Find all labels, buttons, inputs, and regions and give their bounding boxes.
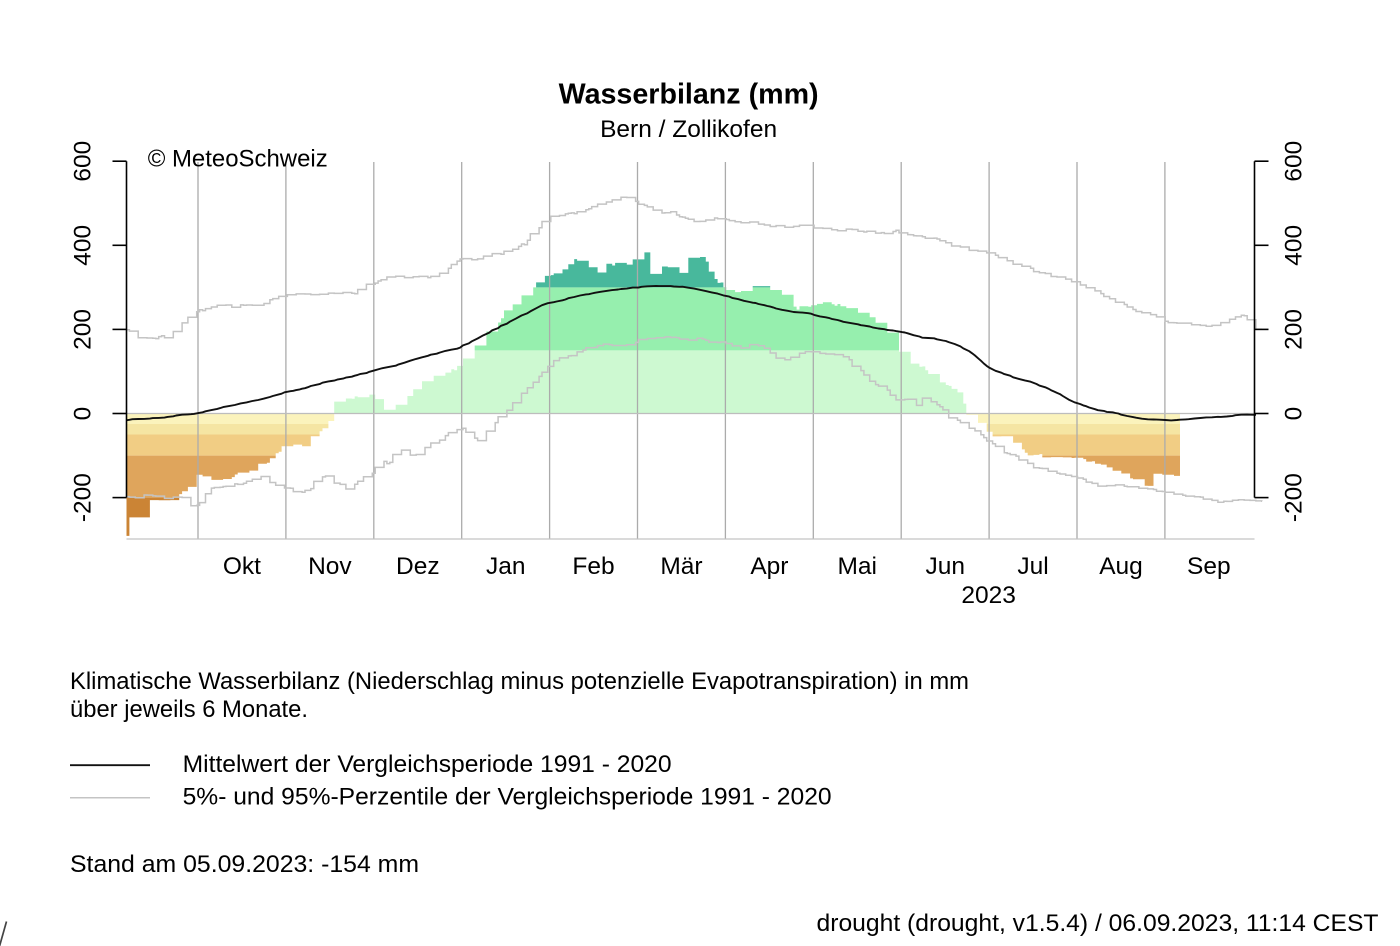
svg-text:Stand am 05.09.2023: -154 mm: Stand am 05.09.2023: -154 mm (70, 851, 419, 878)
svg-text:Mittelwert der Vergleichsperio: Mittelwert der Vergleichsperiode 1991 - … (183, 751, 672, 778)
svg-text:2023: 2023 (961, 582, 1016, 609)
svg-text:0: 0 (70, 407, 97, 421)
svg-text:Apr: Apr (750, 553, 788, 580)
svg-text:Feb: Feb (572, 553, 614, 580)
svg-text:200: 200 (1281, 309, 1308, 350)
svg-text:über jeweils 6 Monate.: über jeweils 6 Monate. (70, 696, 308, 723)
svg-text:Jun: Jun (925, 553, 965, 580)
svg-text:Aug: Aug (1099, 553, 1143, 580)
svg-text:Jul: Jul (1017, 553, 1048, 580)
svg-text:Bern / Zollikofen: Bern / Zollikofen (600, 116, 777, 143)
svg-text:Mär: Mär (660, 553, 702, 580)
svg-text:-200: -200 (70, 473, 97, 522)
svg-text:Dez: Dez (396, 553, 440, 580)
svg-text:5%- und 95%-Perzentile der Ver: 5%- und 95%-Perzentile der Vergleichsper… (183, 783, 832, 810)
svg-text:Sep: Sep (1187, 553, 1231, 580)
svg-text:Jan: Jan (486, 553, 526, 580)
svg-text:Okt: Okt (223, 553, 261, 580)
svg-text:400: 400 (70, 225, 97, 266)
svg-text:-200: -200 (1281, 473, 1308, 522)
svg-text:0: 0 (1281, 407, 1308, 421)
svg-text:© MeteoSchweiz: © MeteoSchweiz (148, 146, 328, 173)
svg-text:Klimatische Wasserbilanz (Nied: Klimatische Wasserbilanz (Niederschlag m… (70, 668, 969, 695)
svg-text:400: 400 (1281, 225, 1308, 266)
svg-text:600: 600 (70, 141, 97, 182)
svg-text:Wasserbilanz (mm): Wasserbilanz (mm) (559, 79, 819, 111)
svg-text:drought (drought, v1.5.4) / 06: drought (drought, v1.5.4) / 06.09.2023, … (817, 910, 1379, 937)
svg-text:Mai: Mai (837, 553, 876, 580)
svg-text:200: 200 (70, 309, 97, 350)
svg-text:600: 600 (1281, 141, 1308, 182)
svg-text:Nov: Nov (308, 553, 352, 580)
